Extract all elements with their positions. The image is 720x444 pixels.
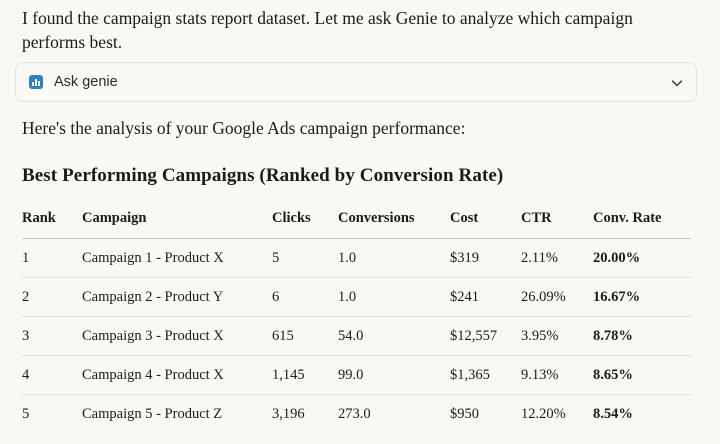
header-conversions: Conversions — [338, 199, 450, 239]
bar-chart-icon — [29, 75, 43, 89]
cell-cost: $1,365 — [450, 355, 521, 395]
cell-ctr: 3.95% — [521, 316, 593, 356]
cell-rank: 3 — [22, 316, 82, 356]
header-campaign: Campaign — [82, 199, 272, 239]
cell-conv-rate: 8.78% — [593, 316, 691, 356]
cell-campaign: Campaign 4 - Product X — [82, 355, 272, 395]
cell-rank: 4 — [22, 355, 82, 395]
cell-conversions: 99.0 — [338, 355, 450, 395]
table-row: 5 Campaign 5 - Product Z 3,196 273.0 $95… — [22, 395, 691, 434]
cell-campaign: Campaign 3 - Product X — [82, 316, 272, 356]
cell-rank: 5 — [22, 405, 30, 422]
analysis-intro-text: Here's the analysis of your Google Ads c… — [22, 118, 466, 138]
table-row: 2 Campaign 2 - Product Y 6 1.0 $241 26.0… — [22, 277, 691, 317]
ask-genie-label: Ask genie — [54, 74, 118, 90]
cell-conversions: 1.0 — [338, 277, 450, 317]
cell-cost: $950 — [450, 405, 479, 422]
header-clicks: Clicks — [272, 199, 338, 239]
table-header-row: Rank Campaign Clicks Conversions Cost CT… — [22, 199, 691, 239]
cell-conversions: 54.0 — [338, 316, 450, 356]
cell-clicks: 3,196 — [272, 405, 305, 422]
cell-cost: $12,557 — [450, 316, 521, 356]
table-row: 4 Campaign 4 - Product X 1,145 99.0 $1,3… — [22, 355, 691, 395]
table-row: 1 Campaign 1 - Product X 5 1.0 $319 2.11… — [22, 238, 691, 278]
cell-ctr: 9.13% — [521, 355, 593, 395]
cell-campaign: Campaign 2 - Product Y — [82, 277, 272, 317]
cell-clicks: 1,145 — [272, 355, 338, 395]
header-ctr: CTR — [521, 199, 593, 239]
cell-rank: 2 — [22, 277, 82, 317]
cell-ctr: 12.20% — [521, 405, 566, 422]
cell-conversions: 273.0 — [338, 405, 371, 422]
assistant-intro-text: I found the campaign stats report datase… — [22, 8, 633, 52]
cell-clicks: 615 — [272, 316, 338, 356]
ask-genie-tool-panel[interactable]: Ask genie — [15, 62, 697, 102]
header-cost: Cost — [450, 199, 521, 239]
chevron-down-icon[interactable] — [670, 76, 684, 90]
campaign-performance-table: Rank Campaign Clicks Conversions Cost CT… — [22, 199, 691, 433]
cell-conversions: 1.0 — [338, 238, 450, 278]
cell-ctr: 2.11% — [521, 238, 593, 278]
header-conv-rate: Conv. Rate — [593, 199, 691, 239]
cell-conv-rate: 16.67% — [593, 277, 691, 317]
cell-campaign: Campaign 1 - Product X — [82, 238, 272, 278]
cell-conv-rate: 20.00% — [593, 238, 691, 278]
header-rank: Rank — [22, 199, 82, 239]
cell-conv-rate: 8.54% — [593, 405, 633, 422]
cell-campaign: Campaign 5 - Product Z — [82, 405, 223, 422]
section-title: Best Performing Campaigns (Ranked by Con… — [22, 165, 504, 186]
cell-clicks: 5 — [272, 238, 338, 278]
cell-cost: $241 — [450, 277, 521, 317]
cell-cost: $319 — [450, 238, 521, 278]
cell-ctr: 26.09% — [521, 277, 593, 317]
cell-rank: 1 — [22, 238, 82, 278]
cell-clicks: 6 — [272, 277, 338, 317]
table-row: 3 Campaign 3 - Product X 615 54.0 $12,55… — [22, 316, 691, 356]
cell-conv-rate: 8.65% — [593, 355, 691, 395]
